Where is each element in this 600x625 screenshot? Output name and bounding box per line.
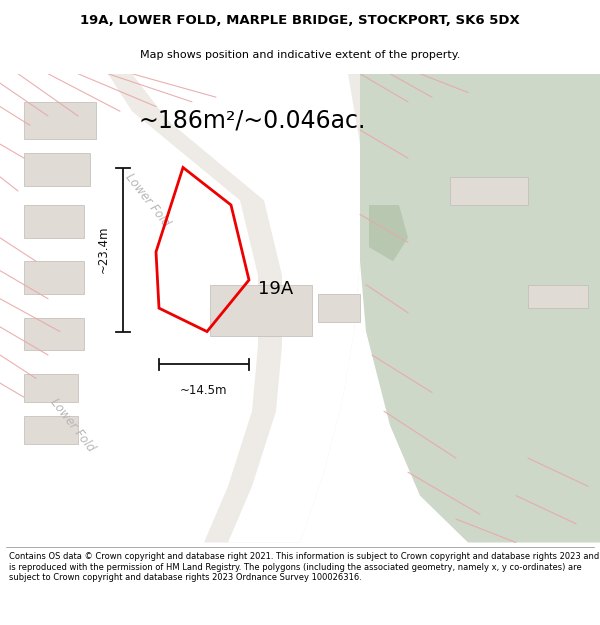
Polygon shape — [24, 261, 84, 294]
Polygon shape — [450, 177, 528, 205]
Polygon shape — [318, 294, 360, 322]
Text: 19A: 19A — [259, 281, 293, 298]
Polygon shape — [24, 153, 90, 186]
Text: Lower Fold: Lower Fold — [47, 396, 97, 454]
Text: Lower Fold: Lower Fold — [122, 171, 172, 229]
Polygon shape — [24, 102, 96, 139]
Polygon shape — [132, 74, 360, 542]
Polygon shape — [369, 205, 408, 261]
Text: Contains OS data © Crown copyright and database right 2021. This information is : Contains OS data © Crown copyright and d… — [9, 552, 599, 582]
Text: 19A, LOWER FOLD, MARPLE BRIDGE, STOCKPORT, SK6 5DX: 19A, LOWER FOLD, MARPLE BRIDGE, STOCKPOR… — [80, 14, 520, 27]
Text: ~14.5m: ~14.5m — [180, 384, 228, 397]
Polygon shape — [108, 74, 360, 542]
Polygon shape — [528, 285, 588, 308]
Polygon shape — [24, 205, 84, 238]
Polygon shape — [345, 74, 600, 542]
Text: ~186m²/~0.046ac.: ~186m²/~0.046ac. — [139, 109, 365, 132]
Polygon shape — [210, 285, 312, 336]
Polygon shape — [24, 318, 84, 350]
Polygon shape — [24, 416, 78, 444]
Text: ~23.4m: ~23.4m — [97, 226, 110, 273]
Polygon shape — [24, 374, 78, 402]
Text: Map shows position and indicative extent of the property.: Map shows position and indicative extent… — [140, 50, 460, 60]
